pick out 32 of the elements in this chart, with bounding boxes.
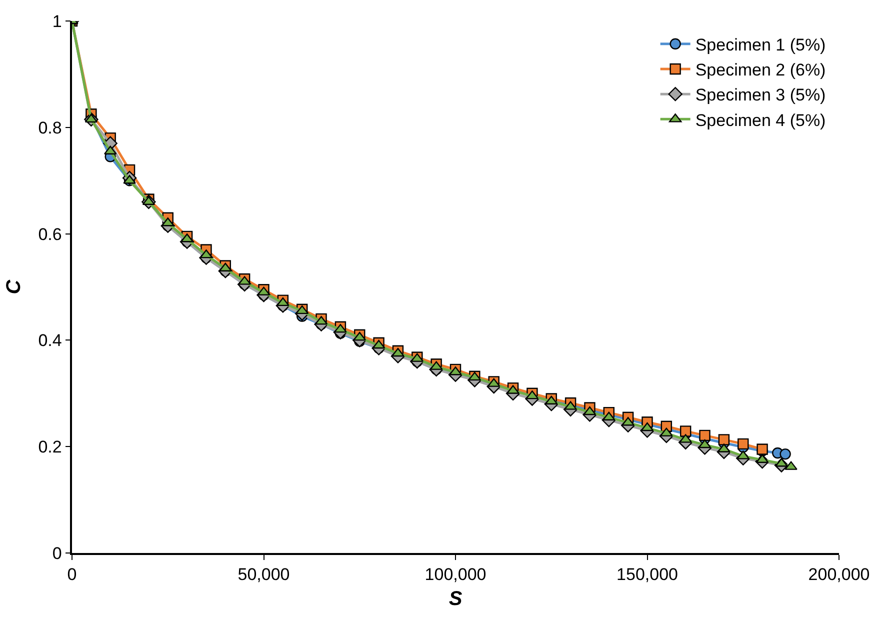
point (640, 422, 654, 432)
point (353, 332, 366, 341)
y-tick-label: 0.2 (38, 438, 62, 457)
legend-label: Specimen 2 (6%) (695, 60, 826, 80)
x-tick-label: 50,000 (238, 565, 290, 584)
x-axis-title: S (448, 588, 463, 610)
point (699, 430, 710, 442)
point (698, 439, 712, 448)
x-tick-label: 200,000 (808, 565, 870, 584)
y-tick-label: 0.4 (38, 331, 62, 350)
point (200, 249, 213, 258)
point (334, 324, 347, 333)
point (780, 448, 791, 460)
point (314, 316, 328, 325)
point (738, 438, 749, 450)
y-tick-label: 0 (52, 544, 62, 563)
legend-label: Specimen 3 (5%) (695, 86, 826, 105)
point (372, 340, 386, 349)
y-tick-label: 0.6 (38, 224, 62, 244)
y-axis-title: C (3, 279, 26, 294)
legend-label: Specimen 4 (5%) (695, 110, 826, 130)
point (680, 426, 692, 437)
point (718, 434, 730, 446)
x-tick-label: 150,000 (616, 565, 678, 584)
x-tick-label: 0 (67, 565, 77, 584)
point (392, 348, 404, 357)
point (84, 114, 98, 123)
x-tick-label: 100,000 (424, 565, 486, 584)
y-tick-label: 0.8 (38, 118, 62, 138)
point (276, 297, 290, 306)
y-tick-label: 1 (52, 12, 62, 31)
legend-label: Specimen 1 (5%) (695, 36, 826, 54)
